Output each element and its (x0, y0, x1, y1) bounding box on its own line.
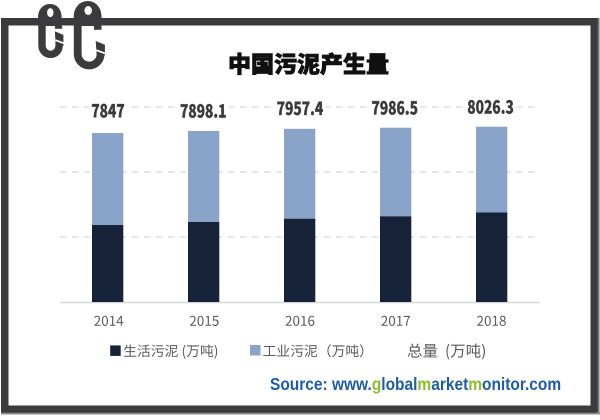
svg-text:Source: www.globalmarketmonito: Source: www.globalmarketmonitor.com (270, 374, 561, 394)
